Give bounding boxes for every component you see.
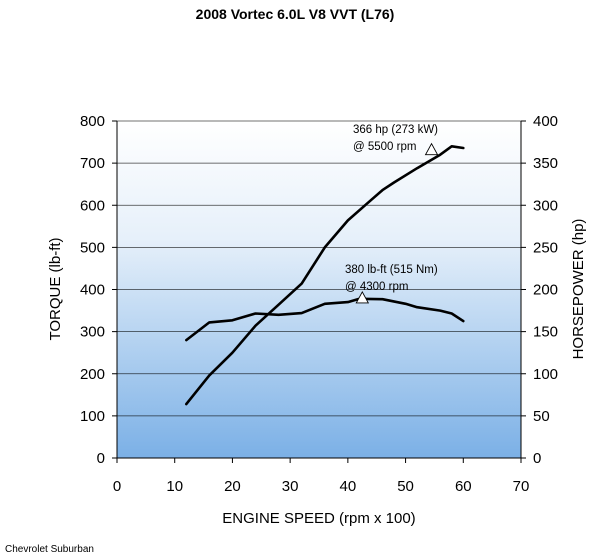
x-tick-label-6: 60 [455,478,472,495]
horsepower-series-line [185,145,465,406]
y-tick-label-3: 300 [80,324,105,341]
y-tick-label-1: 100 [80,408,105,425]
chart-title: 2008 Vortec 6.0L V8 VVT (L76) [196,6,395,22]
y2-tick-label-4: 200 [533,282,558,299]
x-tick-label-5: 50 [397,478,414,495]
axes: 0100200300400500600700800050100150200250… [80,113,558,495]
y2-tick-label-6: 300 [533,197,558,214]
x-tick-label-4: 40 [340,478,357,495]
y2-axis-label: HORSEPOWER (hp) [570,219,587,360]
y2-tick-label-7: 350 [533,155,558,172]
annotation-line2-0: @ 5500 rpm [353,141,416,153]
y-tick-label-2: 200 [80,366,105,383]
y-tick-label-0: 0 [97,450,105,467]
annotation-line1-0: 366 hp (273 kW) [353,124,438,136]
x-axis-label: ENGINE SPEED (rpm x 100) [222,510,415,527]
y2-tick-label-1: 50 [533,408,550,425]
y-tick-label-6: 600 [80,197,105,214]
y-tick-label-8: 800 [80,113,105,130]
annotations: 366 hp (273 kW) @ 5500 rpm 380 lb-ft (515 … [345,124,439,304]
y2-tick-label-5: 250 [533,239,558,256]
y-tick-label-7: 700 [80,155,105,172]
x-tick-label-0: 0 [113,478,121,495]
peak-marker-0 [424,142,439,156]
x-tick-label-7: 70 [513,478,530,495]
x-tick-label-1: 10 [166,478,183,495]
y2-tick-label-0: 0 [533,450,541,467]
y-tick-label-4: 400 [80,282,105,299]
x-tick-label-2: 20 [224,478,241,495]
y-axis-label: TORQUE (lb-ft) [47,237,64,340]
footer-text: Chevrolet Suburban [5,544,94,555]
annotation-line1-1: 380 lb-ft (515 Nm) [345,264,438,276]
y2-tick-label-2: 100 [533,366,558,383]
series [185,145,465,406]
x-tick-label-3: 30 [282,478,299,495]
annotation-line2-1: @ 4300 rpm [345,281,408,293]
gridlines [117,120,521,417]
y2-tick-label-3: 150 [533,324,558,341]
y2-tick-label-8: 400 [533,113,558,130]
torque-series-line [185,297,465,342]
peak-marker-1 [355,290,370,304]
y-tick-label-5: 500 [80,239,105,256]
